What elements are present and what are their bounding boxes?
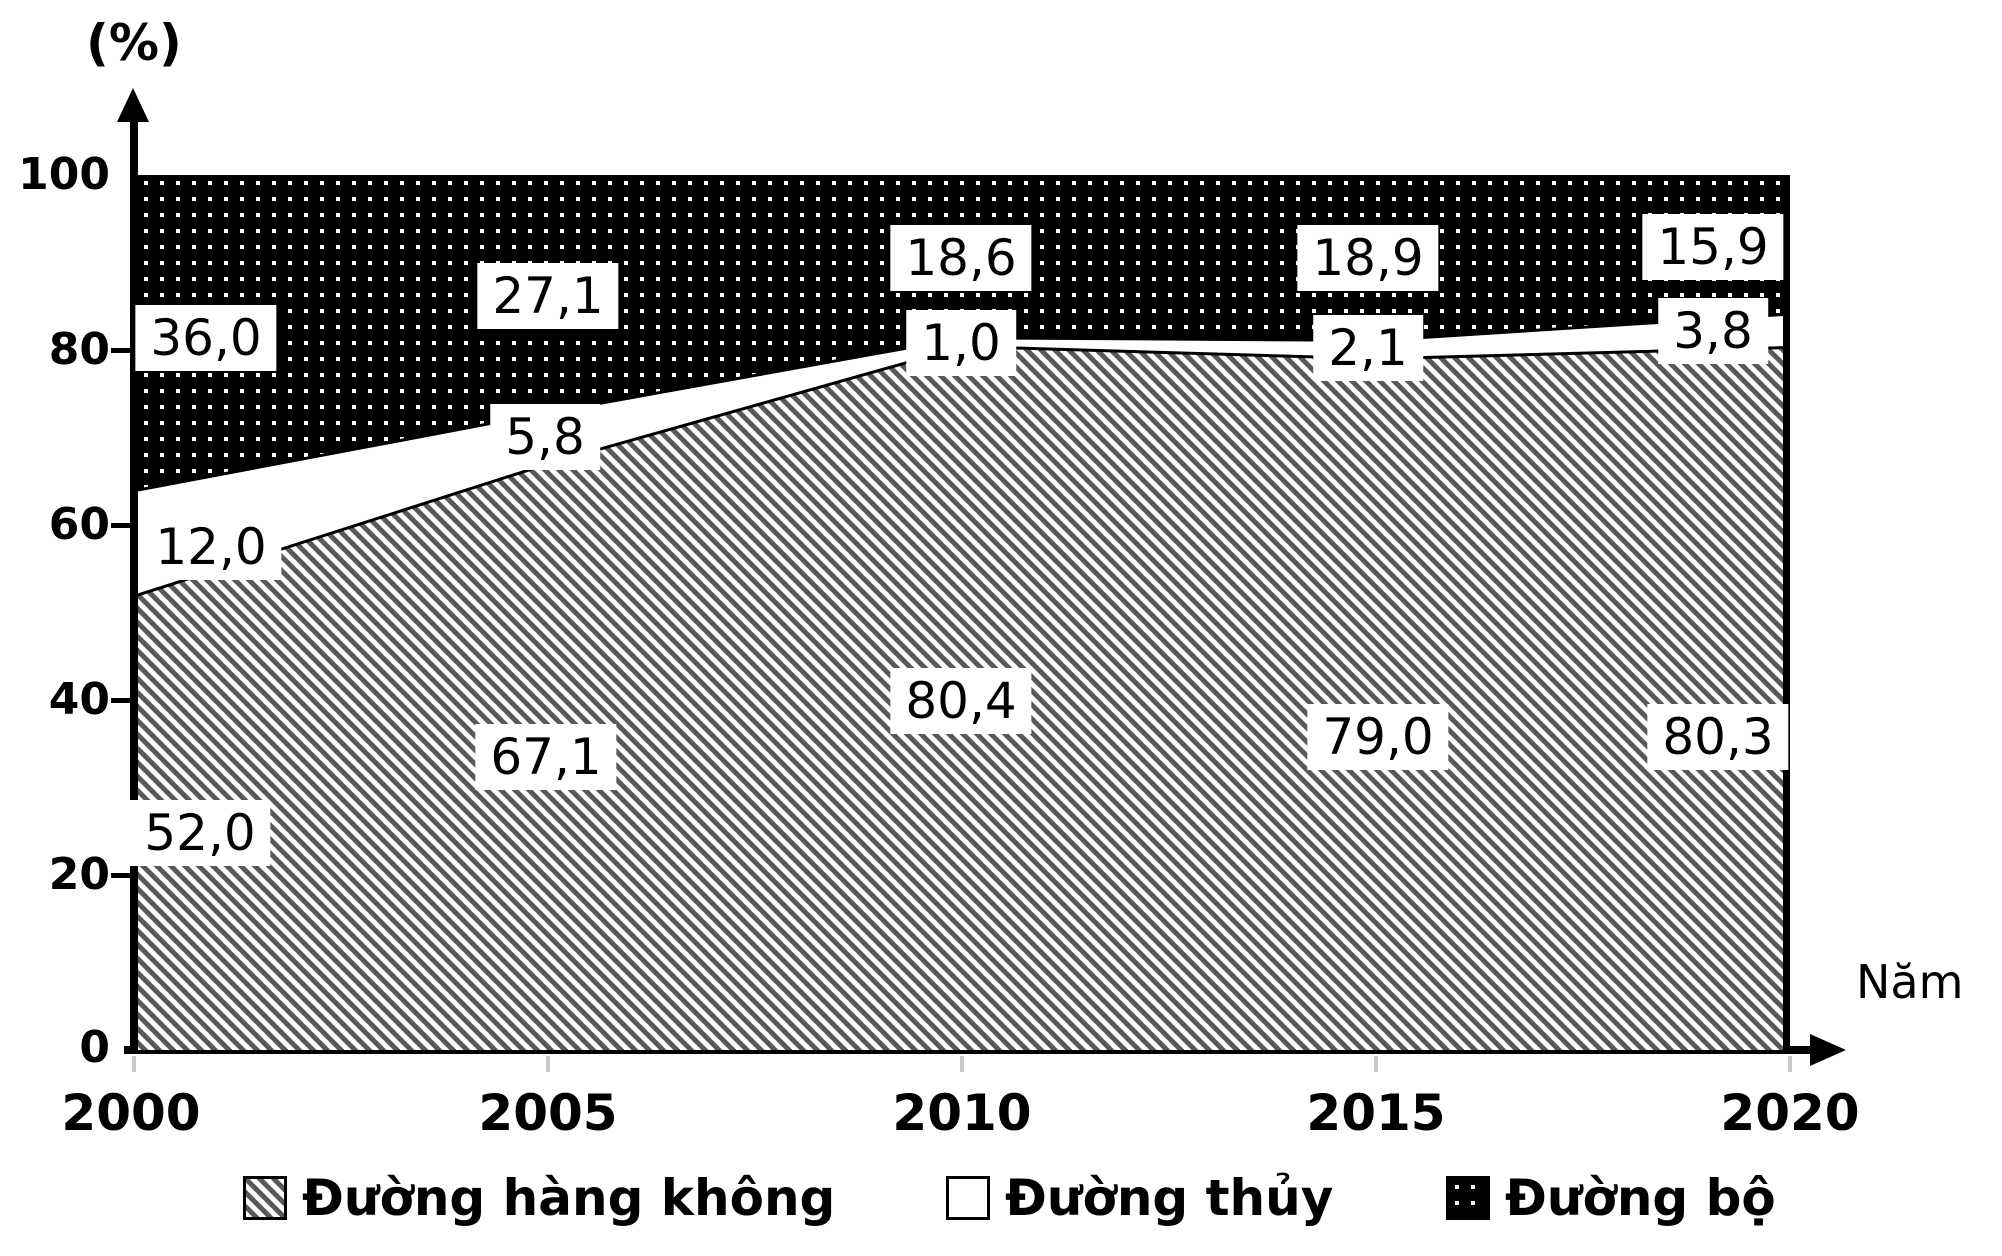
data-label-2015-water: 2,1: [1313, 315, 1423, 381]
y-tick-80: [111, 348, 132, 353]
plot-right-border: [1783, 175, 1790, 1050]
x-tick-2000: [132, 1056, 136, 1072]
y-tick-label-80: 80: [48, 324, 110, 375]
data-label-2020-water: 3,8: [1658, 298, 1768, 364]
legend-label-air: Đường hàng không: [302, 1169, 836, 1227]
data-label-2015-road: 18,9: [1297, 225, 1439, 291]
legend-item-road: Đường bộ: [1446, 1156, 1776, 1240]
y-axis-arrow-icon: [117, 88, 149, 122]
x-axis-arrow-icon: [1810, 1034, 1846, 1066]
data-label-2010-water: 1,0: [906, 310, 1016, 376]
data-label-2020-air: 80,3: [1647, 704, 1789, 770]
legend-item-air: Đường hàng không: [243, 1156, 835, 1240]
x-tick-2020: [1788, 1056, 1792, 1072]
legend-label-water: Đường thủy: [1005, 1169, 1334, 1227]
legend-swatch-hatch-icon: [243, 1176, 287, 1220]
x-tick-2015: [1374, 1056, 1378, 1072]
legend-label-road: Đường bộ: [1505, 1169, 1776, 1227]
y-tick-label-100: 100: [18, 149, 110, 200]
y-tick-label-60: 60: [48, 499, 110, 550]
x-tick-2010: [960, 1056, 964, 1072]
x-tick-label-2020: 2020: [1720, 1084, 1860, 1142]
x-axis-title: Năm: [1856, 955, 1964, 1009]
y-axis-line: [130, 112, 138, 1054]
y-axis-title: (%): [86, 14, 182, 72]
data-label-2005-air: 67,1: [475, 724, 617, 790]
data-label-2000-road: 36,0: [135, 305, 277, 371]
data-label-2010-air: 80,4: [890, 668, 1032, 734]
legend-item-water: Đường thủy: [946, 1156, 1333, 1240]
x-tick-2005: [546, 1056, 550, 1072]
data-label-2000-water: 12,0: [140, 514, 282, 580]
y-tick-label-40: 40: [48, 674, 110, 725]
x-tick-label-2010: 2010: [892, 1084, 1032, 1142]
y-tick-40: [111, 698, 132, 703]
data-label-2005-water: 5,8: [490, 404, 600, 470]
legend-swatch-dots-icon: [1446, 1176, 1490, 1220]
legend-swatch-white-icon: [946, 1176, 990, 1220]
x-tick-label-2000: 2000: [61, 1084, 201, 1142]
y-tick-60: [111, 523, 132, 528]
x-tick-label-2015: 2015: [1306, 1084, 1446, 1142]
data-label-2010-road: 18,6: [890, 225, 1032, 291]
data-label-2000-air: 52,0: [129, 800, 271, 866]
data-label-2015-air: 79,0: [1307, 704, 1449, 770]
plot-area: [138, 175, 1790, 1050]
y-tick-label-20: 20: [48, 849, 110, 900]
y-tick-label-0: 0: [79, 1022, 110, 1073]
x-tick-label-2005: 2005: [478, 1084, 618, 1142]
y-tick-20: [111, 873, 132, 878]
x-axis-line: [124, 1046, 1812, 1054]
data-label-2005-road: 27,1: [477, 263, 619, 329]
data-label-2020-road: 15,9: [1642, 214, 1784, 280]
